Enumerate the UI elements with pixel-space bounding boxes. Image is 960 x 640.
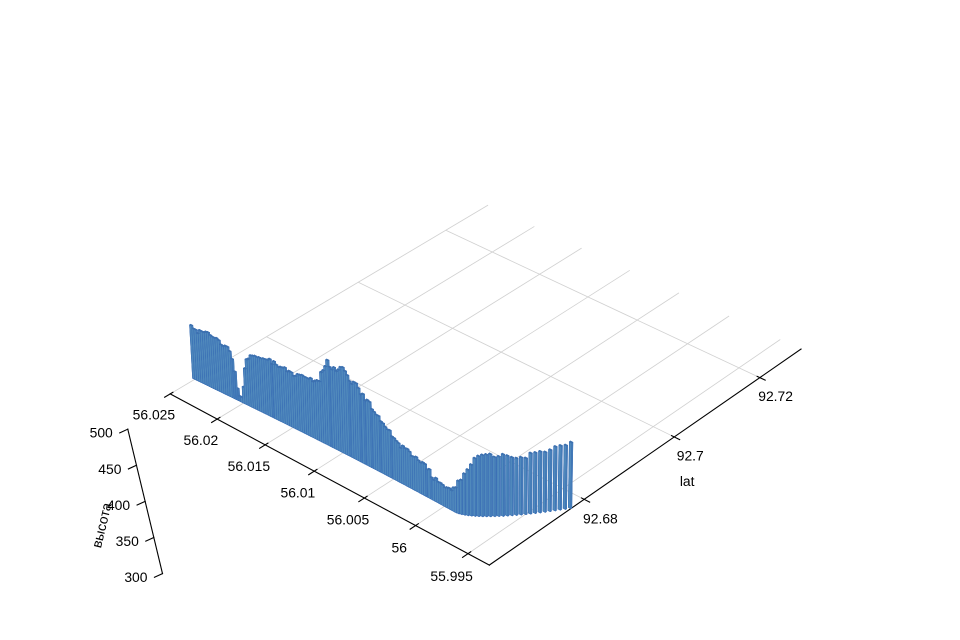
svg-text:56.02: 56.02 [183, 432, 218, 448]
svg-text:55.995: 55.995 [430, 568, 473, 584]
svg-text:300: 300 [124, 569, 147, 585]
svg-text:56: 56 [392, 540, 408, 556]
svg-text:56.015: 56.015 [228, 458, 271, 474]
svg-text:350: 350 [116, 533, 139, 549]
svg-text:56.025: 56.025 [133, 407, 176, 423]
svg-text:92.7: 92.7 [677, 448, 704, 464]
svg-text:56.005: 56.005 [327, 512, 370, 528]
svg-text:lat: lat [680, 473, 695, 489]
svg-text:92.72: 92.72 [758, 388, 793, 404]
svg-text:450: 450 [98, 461, 121, 477]
svg-text:500: 500 [90, 425, 113, 441]
svg-text:92.68: 92.68 [583, 511, 618, 527]
svg-text:56.01: 56.01 [281, 485, 316, 501]
